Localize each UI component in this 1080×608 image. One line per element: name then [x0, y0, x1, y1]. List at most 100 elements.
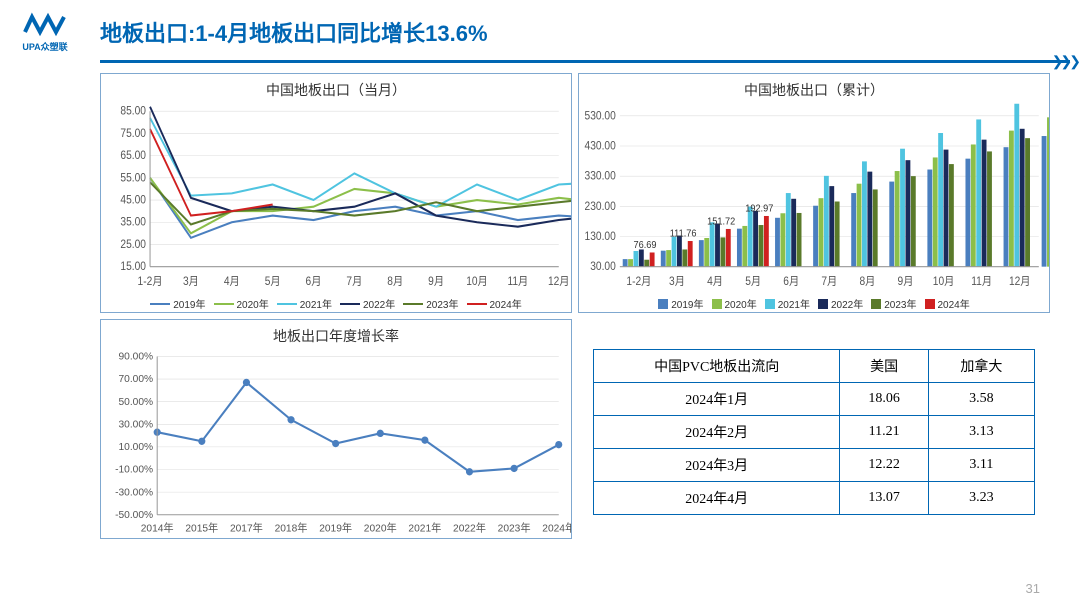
svg-text:25.00: 25.00 [120, 238, 146, 251]
cumulative-legend: 2019年2020年2021年2022年2023年2024年 [579, 292, 1049, 315]
legend-label: 2024年 [490, 296, 522, 311]
svg-text:-10.00%: -10.00% [115, 465, 153, 476]
table-header: 加拿大 [928, 350, 1034, 383]
svg-text:12月: 12月 [548, 276, 570, 289]
table-cell: 12.22 [840, 449, 928, 482]
chevron-icon: ❯❯❯ [1052, 53, 1078, 70]
legend-label: 2021年 [778, 296, 810, 311]
legend-swatch [467, 303, 487, 305]
table-row: 2024年1月18.063.58 [594, 383, 1035, 416]
table-cell: 3.11 [928, 449, 1034, 482]
svg-text:2019年: 2019年 [319, 522, 352, 535]
svg-text:65.00: 65.00 [120, 150, 146, 163]
svg-text:10月: 10月 [933, 276, 955, 289]
svg-text:2017年: 2017年 [230, 522, 263, 535]
svg-text:-30.00%: -30.00% [115, 487, 153, 498]
svg-text:9月: 9月 [428, 276, 444, 289]
svg-text:30.00%: 30.00% [118, 419, 153, 430]
svg-text:2023年: 2023年 [498, 522, 531, 535]
monthly-chart-panel: 中国地板出口（当月） 15.0025.0035.0045.0055.0065.0… [100, 73, 572, 313]
svg-text:3月: 3月 [669, 276, 685, 289]
svg-text:230.00: 230.00 [585, 200, 616, 213]
slide-header: UPA众塑联 地板出口:1-4月地板出口同比增长13.6% [0, 0, 1080, 60]
svg-text:9月: 9月 [898, 276, 914, 289]
svg-text:-50.00%: -50.00% [115, 510, 153, 521]
legend-item: 2021年 [765, 296, 810, 311]
legend-item: 2019年 [658, 296, 703, 311]
table-cell: 3.23 [928, 482, 1034, 515]
header-divider: ❯❯❯ [100, 60, 1070, 63]
logo-text: UPA众塑联 [20, 40, 70, 53]
legend-label: 2022年 [831, 296, 863, 311]
legend-swatch [658, 299, 668, 309]
svg-text:1-2月: 1-2月 [626, 276, 651, 289]
svg-text:530.00: 530.00 [585, 110, 616, 123]
svg-text:7月: 7月 [346, 276, 362, 289]
legend-swatch [925, 299, 935, 309]
legend-item: 2022年 [818, 296, 863, 311]
svg-text:55.00: 55.00 [120, 172, 146, 185]
legend-swatch [871, 299, 881, 309]
svg-text:7月: 7月 [821, 276, 837, 289]
legend-item: 2020年 [712, 296, 757, 311]
legend-label: 2021年 [300, 296, 332, 311]
table-cell: 3.13 [928, 416, 1034, 449]
legend-label: 2019年 [173, 296, 205, 311]
svg-text:8月: 8月 [387, 276, 403, 289]
legend-label: 2023年 [426, 296, 458, 311]
legend-item: 2023年 [403, 296, 458, 311]
svg-text:10.00%: 10.00% [118, 442, 153, 453]
svg-text:5月: 5月 [265, 276, 281, 289]
svg-text:12月: 12月 [1009, 276, 1031, 289]
content-grid: 中国地板出口（当月） 15.0025.0035.0045.0055.0065.0… [0, 63, 1080, 539]
legend-item: 2020年 [214, 296, 269, 311]
legend-label: 2023年 [884, 296, 916, 311]
growth-chart-panel: 地板出口年度增长率 -50.00% -30.00% -10.00% 10.00% 30.… [100, 319, 572, 539]
legend-item: 2022年 [340, 296, 395, 311]
svg-text:76.69: 76.69 [634, 239, 657, 251]
svg-text:5月: 5月 [745, 276, 761, 289]
legend-item: 2024年 [467, 296, 522, 311]
svg-text:2020年: 2020年 [364, 522, 397, 535]
svg-text:111.76: 111.76 [670, 228, 697, 240]
svg-text:151.72: 151.72 [707, 216, 735, 228]
svg-text:11月: 11月 [971, 276, 992, 289]
legend-item: 2021年 [277, 296, 332, 311]
svg-text:11月: 11月 [507, 276, 528, 289]
table-header: 中国PVC地板出流向 [594, 350, 840, 383]
svg-text:90.00%: 90.00% [118, 351, 153, 362]
table-cell: 2024年1月 [594, 383, 840, 416]
svg-text:192.97: 192.97 [745, 203, 773, 215]
legend-swatch [214, 303, 234, 305]
export-table: 中国PVC地板出流向美国加拿大2024年1月18.063.582024年2月11… [593, 349, 1035, 515]
legend-swatch [712, 299, 722, 309]
logo: UPA众塑联 [20, 12, 70, 52]
legend-label: 2022年 [363, 296, 395, 311]
growth-chart-title: 地板出口年度增长率 [101, 320, 571, 348]
legend-swatch [818, 299, 828, 309]
svg-text:35.00: 35.00 [120, 216, 146, 229]
legend-label: 2020年 [237, 296, 269, 311]
export-table-panel: 中国PVC地板出流向美国加拿大2024年1月18.063.582024年2月11… [578, 319, 1050, 539]
table-cell: 2024年3月 [594, 449, 840, 482]
svg-text:85.00: 85.00 [120, 105, 146, 118]
svg-text:2022年: 2022年 [453, 522, 486, 535]
table-row: 2024年2月11.213.13 [594, 416, 1035, 449]
svg-text:70.00%: 70.00% [118, 374, 153, 385]
legend-swatch [277, 303, 297, 305]
svg-text:1-2月: 1-2月 [138, 276, 163, 289]
page-number: 31 [1026, 581, 1040, 596]
cumulative-chart-panel: 中国地板出口（累计） 30.00130.00230.00330.00430.00… [578, 73, 1050, 313]
svg-text:4月: 4月 [224, 276, 240, 289]
table-row: 2024年4月13.073.23 [594, 482, 1035, 515]
table-header: 美国 [840, 350, 928, 383]
legend-item: 2019年 [150, 296, 205, 311]
table-cell: 2024年4月 [594, 482, 840, 515]
table-cell: 3.58 [928, 383, 1034, 416]
table-cell: 18.06 [840, 383, 928, 416]
legend-label: 2019年 [671, 296, 703, 311]
slide-title: 地板出口:1-4月地板出口同比增长13.6% [100, 16, 488, 48]
table-row: 2024年3月12.223.11 [594, 449, 1035, 482]
svg-text:2014年: 2014年 [141, 522, 174, 535]
legend-swatch [765, 299, 775, 309]
